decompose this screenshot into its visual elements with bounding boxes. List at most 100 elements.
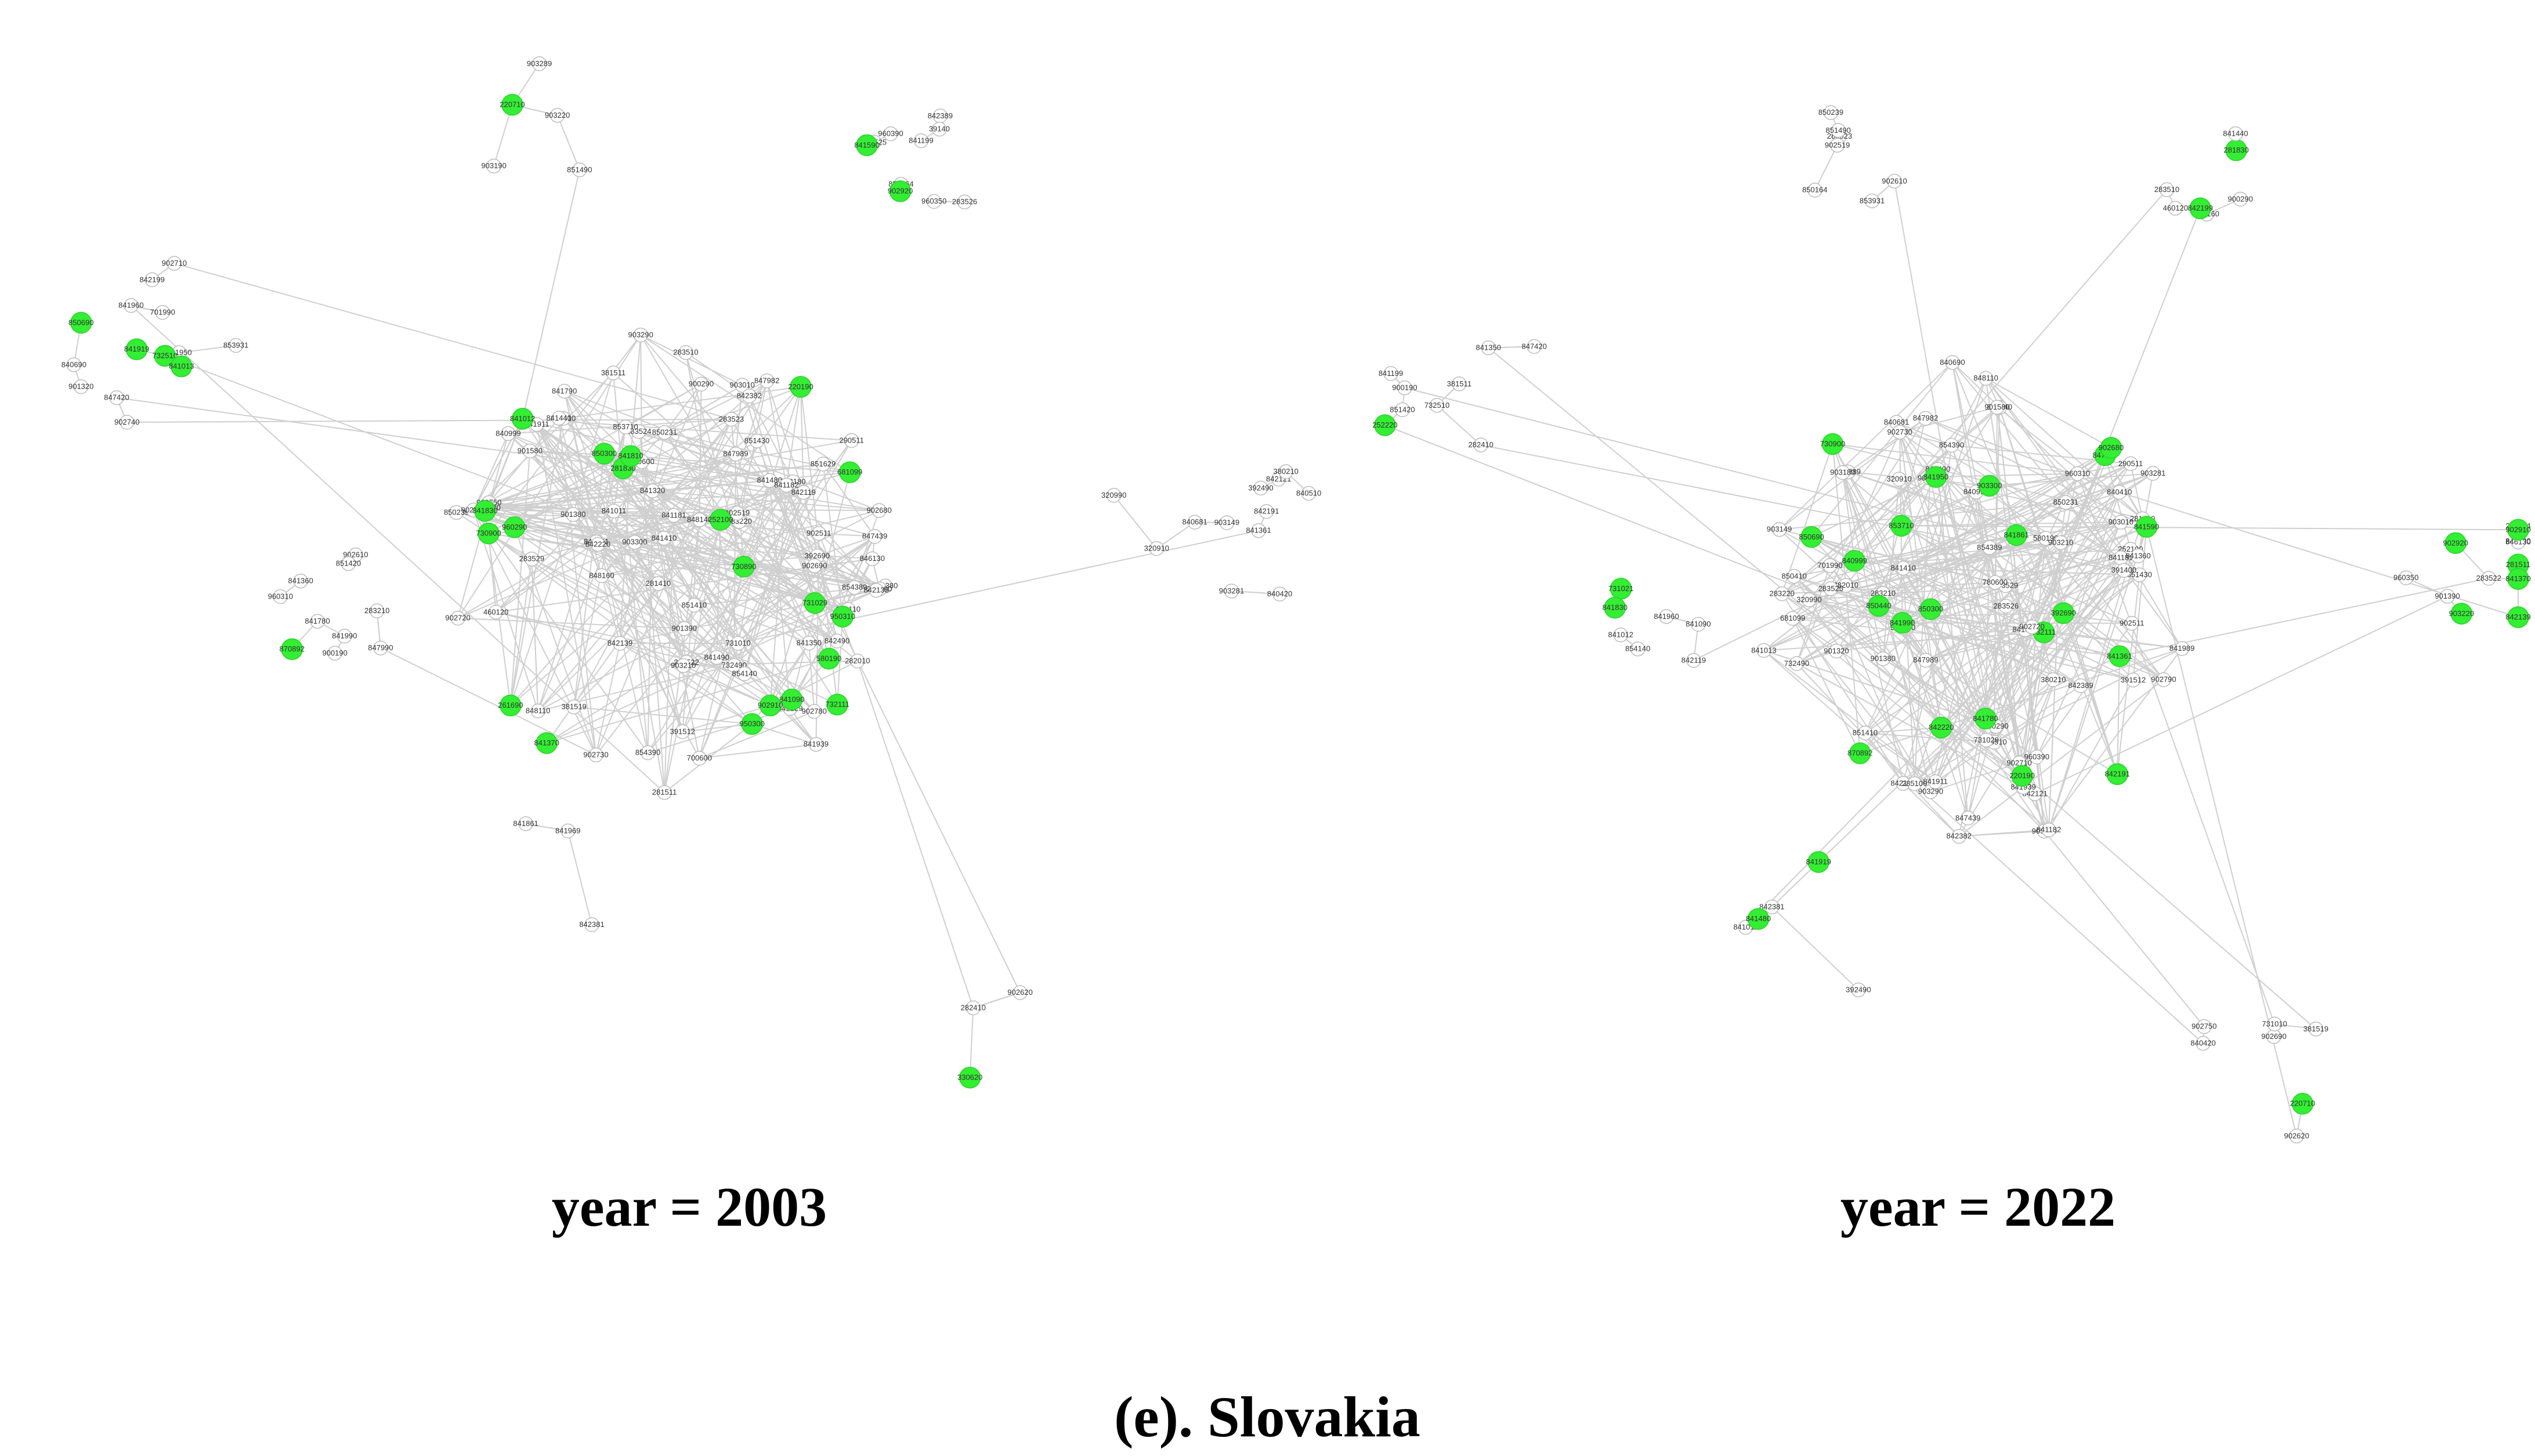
node-circle (594, 568, 609, 584)
node-label: 901380 (560, 510, 585, 519)
network-node-highlighted: 902910 (758, 694, 783, 716)
network-edge (514, 455, 631, 528)
network-node: 903300 (622, 534, 648, 550)
node-label: 840410 (2107, 488, 2132, 497)
node-label: 841013 (169, 362, 194, 371)
network-edge (716, 386, 801, 658)
network-edge (1842, 472, 1856, 561)
network-node: 780600 (1983, 575, 2008, 590)
network-node: 902620 (1007, 985, 1033, 1000)
node-circle (926, 194, 942, 209)
network-node: 848110 (526, 703, 550, 719)
node-label: 903010 (730, 381, 755, 389)
node-label: 903180 (1830, 468, 1855, 477)
node-circle (337, 628, 352, 644)
node-circle (500, 694, 522, 716)
network-edge (1937, 469, 1969, 818)
node-label: 283510 (2154, 185, 2179, 194)
network-node-highlighted: 841370 (534, 732, 559, 754)
node-label: 842389 (2068, 681, 2093, 690)
network-edge (664, 723, 753, 793)
network-edge (1860, 629, 2026, 754)
node-circle (2168, 201, 2183, 216)
node-label: 842382 (737, 392, 762, 400)
network-node: 841939 (804, 737, 829, 752)
network-node: 842389 (2068, 678, 2093, 693)
node-label: 842389 (928, 111, 953, 120)
network-edge (1930, 547, 1990, 792)
node-circle (801, 635, 817, 651)
node-circle (1857, 725, 1873, 741)
node-circle (2507, 568, 2529, 590)
node-label: 320990 (1796, 595, 1821, 604)
node-label: 848110 (1973, 374, 1998, 382)
network-node: 901580 (1984, 400, 2010, 415)
node-circle (1771, 521, 1787, 537)
node-circle (167, 256, 182, 271)
network-node: 853931 (1860, 193, 1885, 209)
node-label: 841919 (124, 345, 149, 353)
network-node-highlighted: 392690 (2051, 602, 2076, 624)
network-edge (2146, 527, 2298, 1136)
node-circle (780, 689, 803, 711)
node-label: 392690 (2051, 609, 2076, 617)
network-edge (973, 992, 1021, 1009)
node-circle (310, 614, 325, 629)
network-node: 850239 (444, 505, 469, 520)
network-node: 841780 (305, 614, 330, 629)
node-label: 841960 (118, 301, 143, 310)
node-label: 841911 (1923, 777, 1947, 786)
network-node: 732490 (722, 658, 747, 673)
network-node: 840690 (62, 357, 86, 372)
node-circle (1945, 355, 1960, 370)
node-circle (2111, 484, 2127, 500)
network-node: 902740 (114, 415, 139, 430)
node-label: 847439 (1955, 813, 1980, 822)
network-node: 841960 (118, 298, 144, 313)
network-edge (1796, 432, 1901, 664)
node-label: 846130 (2505, 537, 2530, 546)
network-node: 902750 (2192, 1019, 2216, 1034)
node-circle (1829, 643, 1844, 659)
node-label: 903300 (622, 538, 647, 546)
network-edge (1902, 622, 2132, 624)
network-node: 903010 (730, 378, 755, 393)
node-label: 283526 (952, 197, 977, 206)
network-node: 854389 (842, 579, 867, 595)
network-node: 283523 (719, 412, 744, 427)
network-edge (739, 381, 768, 522)
node-circle (518, 816, 533, 831)
network-edge (683, 665, 771, 707)
network-edge (1935, 685, 2081, 783)
network-node: 842382 (1947, 828, 1972, 844)
network-node-highlighted: 841013 (169, 355, 194, 378)
node-circle (73, 379, 89, 394)
node-circle (1301, 486, 1317, 501)
network-node-highlighted: 732111 (825, 693, 849, 716)
node-label: 840510 (1296, 488, 1321, 497)
network-node: 842199 (139, 272, 165, 288)
node-circle (759, 694, 782, 716)
network-node-highlighted: 580190 (816, 647, 841, 670)
node-circle (831, 606, 854, 628)
network-edge (693, 381, 768, 606)
network-edge (522, 418, 804, 493)
node-circle (2450, 603, 2473, 625)
node-circle (2106, 763, 2128, 785)
node-label: 846130 (860, 554, 885, 563)
node-circle (1829, 137, 1845, 153)
network-node-highlighted: 841090 (779, 689, 804, 711)
network-edge (1930, 762, 2020, 792)
node-label: 950310 (830, 612, 855, 621)
network-node-highlighted: 842220 (1929, 716, 1954, 738)
network-node: 842381 (579, 917, 605, 932)
network-edge (1899, 407, 1998, 433)
node-circle (572, 162, 587, 178)
network-edge (1941, 727, 2023, 777)
network-node-highlighted: 950310 (830, 606, 855, 628)
node-circle (675, 724, 690, 740)
node-label: 850164 (1802, 186, 1827, 194)
network-edge (1763, 650, 1915, 784)
network-node: 283529 (519, 551, 544, 567)
